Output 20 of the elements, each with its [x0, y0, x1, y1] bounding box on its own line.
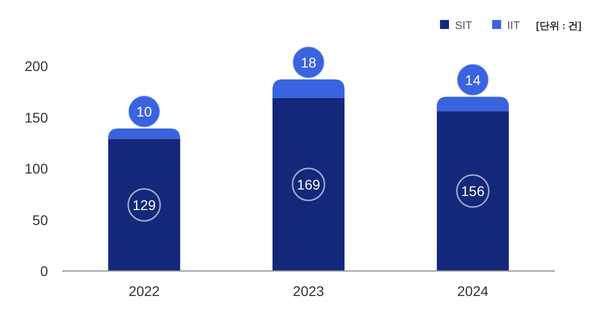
legend-label: SIT [455, 20, 472, 32]
bar [108, 138, 180, 271]
y-tick-label: 100 [24, 160, 48, 176]
x-tick-label: 2023 [292, 283, 324, 299]
data-label: 129 [132, 196, 156, 213]
legend-label: IIT [507, 20, 520, 32]
y-tick-label: 200 [24, 58, 48, 74]
bar [436, 111, 509, 271]
data-label: 10 [136, 104, 152, 120]
x-tick-label: 2022 [128, 283, 160, 299]
x-tick-label: 2024 [457, 283, 489, 299]
data-label: 18 [300, 54, 316, 70]
data-label: 14 [465, 72, 481, 88]
text: [단위 : 건] [536, 21, 582, 32]
y-tick-label: 0 [40, 263, 48, 279]
y-tick-label: 50 [32, 212, 48, 228]
data-label: 169 [296, 176, 320, 192]
data-label: 156 [461, 183, 485, 200]
bar [272, 98, 344, 271]
y-tick-label: 150 [24, 109, 48, 126]
